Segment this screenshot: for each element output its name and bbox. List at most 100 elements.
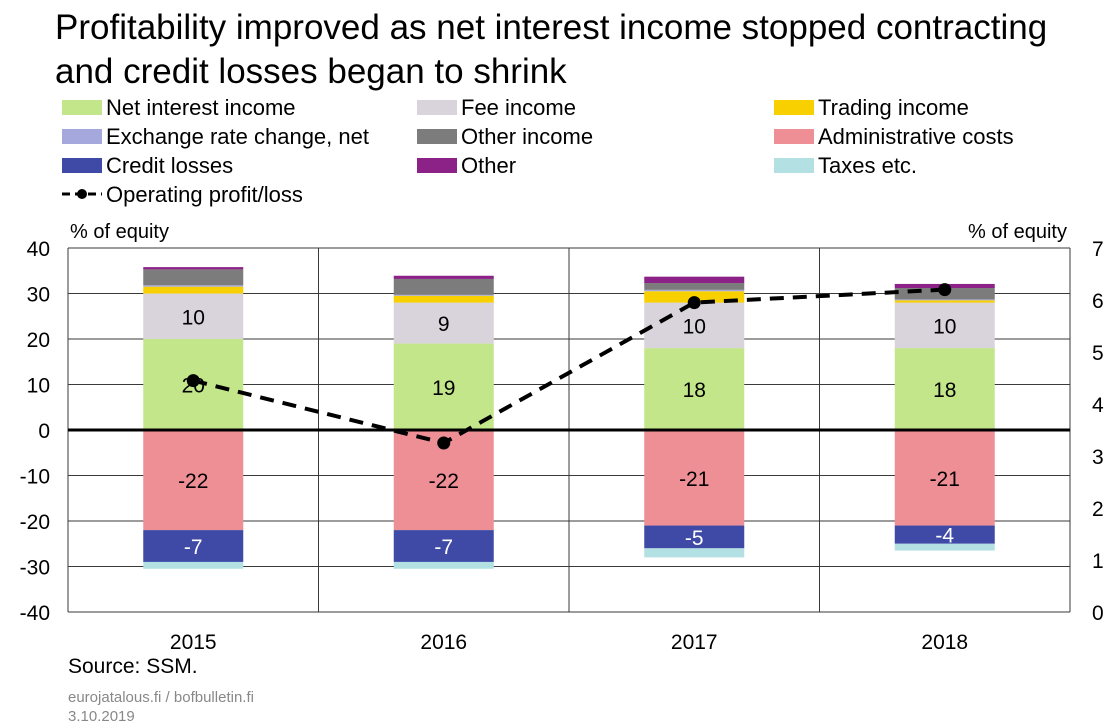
left-axis-unit: % of equity [70, 221, 169, 243]
operating-profit-point [687, 296, 701, 310]
right-tick-label: 5 [1092, 342, 1104, 365]
data-label: -21 [930, 468, 960, 491]
legend-swatch [774, 157, 814, 173]
bar-credit-losses [143, 530, 244, 562]
site-text: eurojatalous.fi / bofbulletin.fi [68, 689, 254, 706]
left-tick-label: 40 [27, 238, 50, 261]
x-tick-label: 2016 [420, 631, 467, 654]
left-tick-label: 20 [27, 329, 50, 352]
bar-administrative-costs [894, 430, 995, 526]
data-label: -4 [935, 525, 954, 548]
bar-exchange-rate-change-net [393, 294, 494, 296]
bar-credit-losses [644, 525, 745, 549]
legend-swatch [417, 99, 457, 115]
left-tick-label: -30 [20, 557, 50, 580]
bar-net-interest-income [143, 339, 244, 430]
publisher-info: eurojatalous.fi / bofbulletin.fi 3.10.20… [68, 688, 254, 726]
legend-item-fee-income: Fee income [417, 94, 576, 122]
legend-label: Exchange rate change, net [106, 124, 369, 149]
bar-trading-income [644, 291, 745, 303]
legend-item-other-income: Other income [417, 123, 593, 151]
bar-other [644, 276, 745, 284]
legend-swatch [62, 128, 102, 144]
x-tick-label: 2017 [671, 631, 718, 654]
bar-exchange-rate-change-net [143, 285, 244, 287]
x-tick-label: 2018 [921, 631, 968, 654]
chart-title: Profitability improved as net interest i… [55, 6, 1105, 94]
bar-net-interest-income [393, 343, 494, 430]
legend-line-marker [62, 189, 102, 200]
legend-item-taxes: Taxes etc. [774, 152, 917, 180]
operating-profit-line [186, 283, 952, 450]
bar-other-income [894, 288, 995, 300]
legend-item-exchange-rate: Exchange rate change, net [62, 123, 369, 151]
right-tick-label: 2 [1092, 498, 1104, 521]
legend-item-net-interest-income: Net interest income [62, 94, 296, 122]
bar-other-income [644, 283, 745, 290]
data-label: 10 [933, 315, 956, 338]
data-label: -22 [178, 470, 208, 493]
legend-label: Other [461, 153, 517, 178]
data-label: 10 [182, 306, 205, 329]
legend: Net interest income Fee income Trading i… [62, 94, 1102, 212]
left-tick-label: -10 [20, 466, 50, 489]
operating-profit-point [938, 283, 952, 297]
data-label: -22 [429, 470, 459, 493]
legend-label: Fee income [461, 95, 576, 120]
legend-item-operating-profit: Operating profit/loss [62, 181, 303, 209]
x-tick-label: 2015 [170, 631, 217, 654]
bar-trading-income [894, 300, 995, 303]
right-axis-unit: % of equity [968, 221, 1067, 243]
operating-profit-path [192, 287, 945, 446]
data-label: -21 [679, 468, 709, 491]
bar-administrative-costs [644, 430, 745, 526]
bar-exchange-rate-change-net [894, 299, 995, 301]
data-label: 20 [182, 375, 205, 398]
bar-fee-income [143, 293, 244, 339]
data-labels: 20 10 -22 -7 19 9 -22 -7 18 10 -21 -5 18 10 -21 -4 [178, 306, 960, 559]
left-tick-label: -40 [20, 602, 50, 625]
right-tick-label: 0 [1092, 602, 1104, 625]
bar-credit-losses [393, 530, 494, 562]
operating-profit-point [186, 374, 200, 388]
bar-trading-income [393, 295, 494, 303]
legend-swatch [417, 157, 457, 173]
legend-label: Other income [461, 124, 594, 149]
left-tick-label: -20 [20, 511, 50, 534]
bar-fee-income [894, 302, 995, 349]
right-tick-label: 1 [1092, 550, 1104, 573]
legend-item-administrative-costs: Administrative costs [774, 123, 1014, 151]
bar-fee-income [644, 302, 745, 349]
bar-taxes-etc- [393, 561, 494, 569]
data-label: 18 [933, 379, 956, 402]
legend-label: Administrative costs [818, 124, 1014, 149]
source-note: Source: SSM. [68, 655, 198, 678]
date-text: 3.10.2019 [68, 708, 135, 725]
legend-label: Operating profit/loss [106, 182, 303, 207]
bar-taxes-etc- [644, 548, 745, 558]
operating-profit-point [437, 436, 451, 450]
legend-item-other: Other [417, 152, 516, 180]
right-tick-label: 4 [1092, 394, 1104, 417]
legend-label: Taxes etc. [818, 153, 918, 178]
bar-taxes-etc- [894, 543, 995, 551]
bar-net-interest-income [644, 348, 745, 430]
left-tick-label: 0 [38, 420, 50, 443]
bar-exchange-rate-change-net [644, 289, 745, 292]
data-label: 10 [683, 315, 706, 338]
legend-swatch [62, 99, 102, 115]
data-label: -7 [434, 536, 453, 559]
right-tick-label: 6 [1092, 290, 1104, 313]
legend-swatch [417, 128, 457, 144]
data-label: -5 [685, 527, 704, 550]
legend-swatch [774, 128, 814, 144]
left-tick-label: 30 [27, 284, 50, 307]
data-label: 9 [438, 313, 450, 336]
bar-other [894, 283, 995, 289]
bar-net-interest-income [894, 348, 995, 430]
chart-title-line1: Profitability improved as net interest i… [55, 8, 1048, 47]
bar-administrative-costs [393, 430, 494, 531]
legend-label: Credit losses [106, 153, 234, 178]
right-tick-label: 3 [1092, 446, 1104, 469]
legend-item-trading-income: Trading income [774, 94, 969, 122]
